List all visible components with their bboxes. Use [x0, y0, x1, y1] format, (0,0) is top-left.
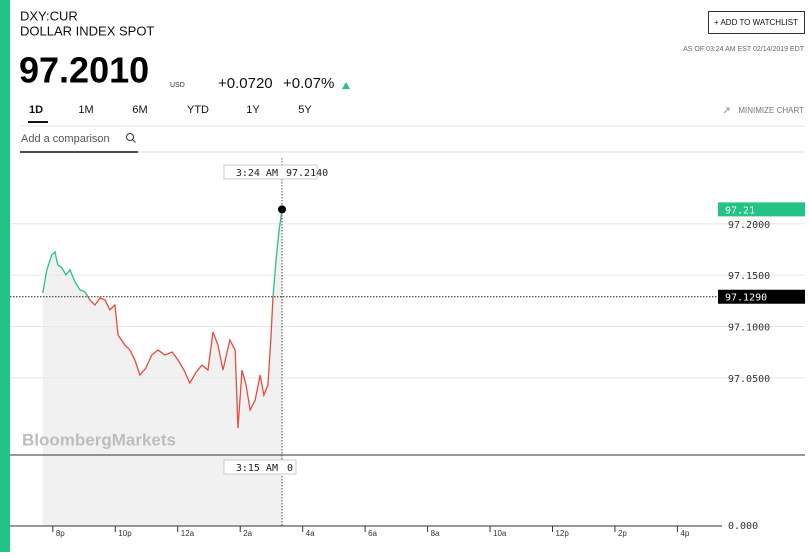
crosshair-value: 97.2140: [286, 168, 328, 179]
x-tick-label: 2p: [618, 529, 627, 538]
up-arrow: [342, 82, 350, 89]
last-price-label: 97.21: [725, 205, 755, 216]
range-tab[interactable]: 1D: [29, 104, 43, 116]
currency: USD: [170, 82, 185, 89]
previous-close-badge: [718, 289, 805, 304]
search-icon-handle[interactable]: [132, 139, 136, 143]
volume-crosshair-box: [223, 459, 297, 475]
price-line-above: [42, 209, 283, 297]
accent-bar: [0, 0, 10, 552]
button-label[interactable]: + ADD TO WATCHLIST: [714, 18, 798, 27]
x-tick-label: 12p: [555, 529, 569, 538]
x-tick-label: 10p: [118, 529, 132, 538]
y-tick-label: 97.1000: [728, 323, 770, 334]
instrument-name: DOLLAR INDEX SPOT: [20, 23, 154, 38]
minimize-label[interactable]: MINIMIZE CHART: [738, 106, 804, 115]
x-tick-label: 10a: [493, 529, 507, 538]
chart: 97.0500 97.1000 97.1500 97.2000 0.000 8p 10p 12…: [10, 158, 805, 538]
last-point: [277, 205, 286, 214]
previous-close-label: 97.1290: [725, 293, 767, 304]
x-tick-label: 12a: [181, 529, 195, 538]
as-of: AS OF 03:24 AM EST 02/14/2019 EDT: [683, 46, 805, 53]
comparison-placeholder[interactable]: Add a comparison: [21, 133, 110, 145]
change-pct: +0.07%: [283, 75, 334, 92]
x-tick-label: 2a: [243, 529, 252, 538]
minimize-icon[interactable]: [723, 107, 730, 114]
y-tick-label: 97.0500: [728, 374, 770, 385]
range-tab[interactable]: 1Y: [246, 104, 260, 116]
crosshair-time: 3:24 AM: [236, 168, 278, 179]
price: 97.2010: [19, 50, 149, 91]
range-tab[interactable]: 5Y: [298, 104, 312, 116]
x-tick-label: 6a: [368, 529, 377, 538]
button-frame[interactable]: [708, 11, 805, 34]
range-tab[interactable]: 6M: [132, 104, 147, 116]
change: +0.0720: [218, 75, 273, 92]
crosshair-box: [223, 164, 318, 180]
volume-axis-label: 0.000: [728, 521, 758, 532]
minimize-chart[interactable]: MINIMIZE CHART: [723, 106, 804, 115]
y-tick-label: 97.1500: [728, 271, 770, 282]
x-tick-label: 8p: [56, 529, 65, 538]
area-fill: [42, 209, 282, 526]
range-tabs: 1D 1M 6M YTD 1Y 5Y: [29, 104, 312, 116]
price-line-below: [87, 296, 274, 429]
x-tick-label: 4p: [680, 529, 689, 538]
range-tab[interactable]: YTD: [187, 104, 209, 116]
volume-crosshair-time: 3:15 AM: [236, 463, 278, 474]
x-tick-label: 4a: [306, 529, 315, 538]
last-price-badge: [718, 202, 805, 217]
y-tick-label: 97.2000: [728, 220, 770, 231]
range-tab[interactable]: 1M: [78, 104, 93, 116]
watermark: BloombergMarkets: [22, 430, 176, 449]
symbol: DXY:CUR: [20, 8, 78, 23]
x-tick-label: 8a: [431, 529, 440, 538]
search-icon[interactable]: [126, 133, 134, 141]
comparison-input[interactable]: Add a comparison: [20, 133, 138, 153]
volume-crosshair-value: 0: [287, 463, 293, 474]
watchlist-button[interactable]: + ADD TO WATCHLIST: [708, 11, 805, 34]
